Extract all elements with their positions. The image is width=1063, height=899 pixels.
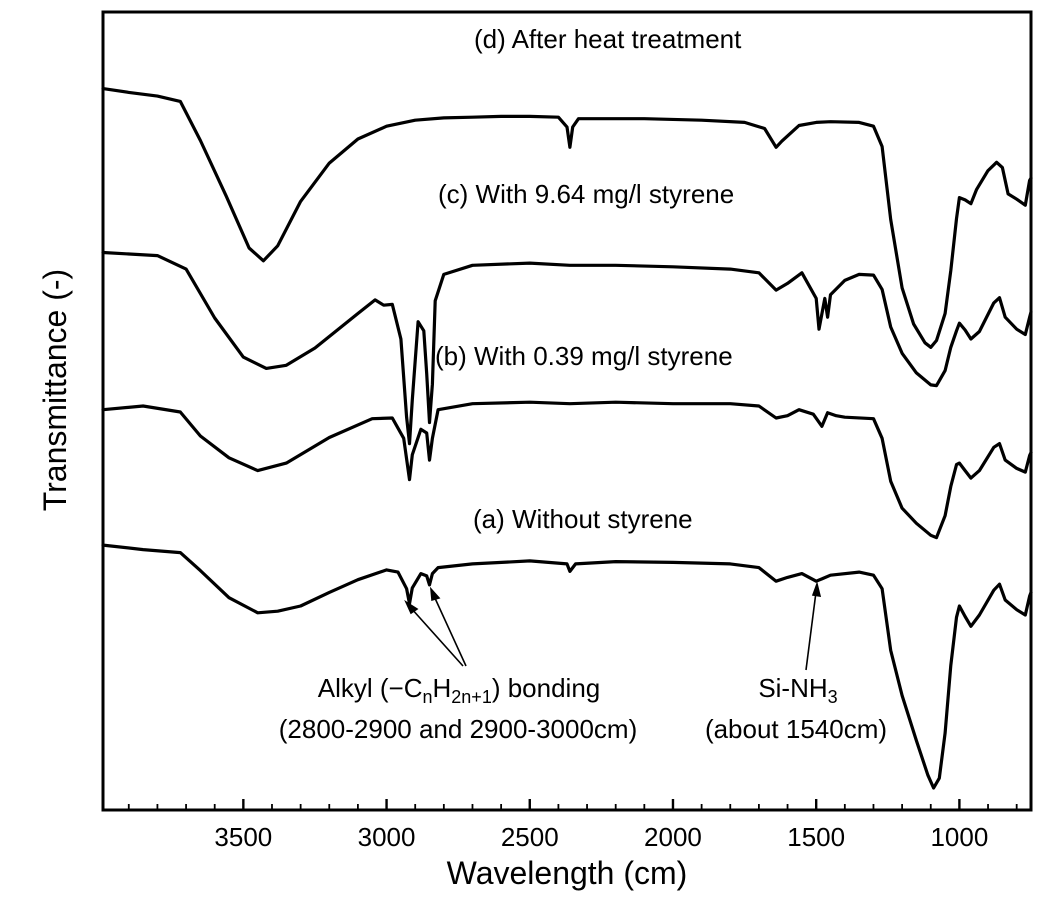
x-tick-label: 1500 xyxy=(787,822,845,852)
x-tick-label: 2000 xyxy=(644,822,702,852)
sinh-arrow xyxy=(805,591,817,671)
spectrum-trace-3 xyxy=(101,543,1033,790)
sinh-annotation-line2: (about 1540cm) xyxy=(705,714,887,744)
spectrum-trace-1 xyxy=(101,250,1033,446)
alkyl-arrow-2-head xyxy=(429,586,441,602)
x-tick-label: 3500 xyxy=(214,822,272,852)
spectrum-trace-0 xyxy=(101,87,1033,349)
series-label-c: (c) With 9.64 mg/l styrene xyxy=(438,179,734,209)
x-axis-ticks: 3500 3000 2500 2000 1500 1000 xyxy=(127,799,1018,852)
x-tick-label: 2500 xyxy=(501,822,559,852)
alkyl-annotation-line1: Alkyl (−CnH2n+1) bonding xyxy=(318,673,601,707)
spectra-traces xyxy=(101,87,1033,790)
alkyl-arrow-2 xyxy=(433,595,467,667)
alkyl-arrow-1-head xyxy=(404,599,419,615)
x-axis-label: Wavelength (cm) xyxy=(447,855,688,891)
x-tick-label: 3000 xyxy=(358,822,416,852)
series-label-b: (b) With 0.39 mg/l styrene xyxy=(435,341,733,371)
sinh-arrow-head xyxy=(811,581,822,597)
sinh-annotation-line1: Si-NH3 xyxy=(758,673,837,707)
alkyl-annotation-line2: (2800-2900 and 2900-3000cm) xyxy=(279,714,637,744)
alkyl-arrow-1 xyxy=(410,607,464,667)
series-label-d: (d) After heat treatment xyxy=(474,24,742,54)
y-axis-label: Transmittance (-) xyxy=(37,269,73,511)
arrows xyxy=(404,581,822,671)
spectrum-trace-2 xyxy=(101,400,1033,540)
series-label-a: (a) Without styrene xyxy=(473,504,693,534)
x-tick-label: 1000 xyxy=(930,822,988,852)
